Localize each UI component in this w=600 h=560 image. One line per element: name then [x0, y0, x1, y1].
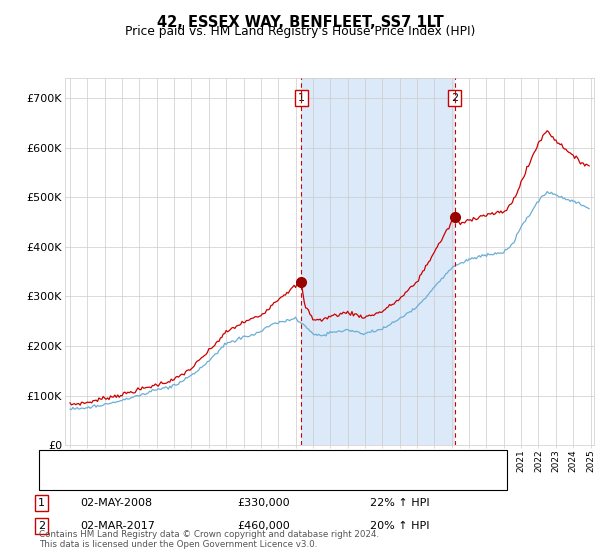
Text: 02-MAR-2017: 02-MAR-2017: [80, 521, 155, 531]
Text: 20% ↑ HPI: 20% ↑ HPI: [370, 521, 430, 531]
Bar: [301, 78, 455, 445]
Text: 1: 1: [38, 498, 45, 508]
Text: 42, ESSEX WAY, BENFLEET, SS7 1LT: 42, ESSEX WAY, BENFLEET, SS7 1LT: [157, 15, 443, 30]
Text: Contains HM Land Registry data © Crown copyright and database right 2024.
This d: Contains HM Land Registry data © Crown c…: [39, 530, 379, 549]
Text: £460,000: £460,000: [238, 521, 290, 531]
Text: 2: 2: [38, 521, 46, 531]
Text: Price paid vs. HM Land Registry's House Price Index (HPI): Price paid vs. HM Land Registry's House …: [125, 25, 475, 38]
Text: 2: 2: [451, 93, 458, 103]
Text: 1: 1: [298, 93, 305, 103]
Text: HPI: Average price, detached house, Castle Point: HPI: Average price, detached house, Cast…: [93, 475, 365, 485]
Text: 42, ESSEX WAY, BENFLEET, SS7 1LT (detached house): 42, ESSEX WAY, BENFLEET, SS7 1LT (detach…: [93, 456, 393, 465]
Text: 02-MAY-2008: 02-MAY-2008: [80, 498, 152, 508]
Text: 22% ↑ HPI: 22% ↑ HPI: [370, 498, 430, 508]
Text: £330,000: £330,000: [238, 498, 290, 508]
FancyBboxPatch shape: [39, 450, 507, 490]
